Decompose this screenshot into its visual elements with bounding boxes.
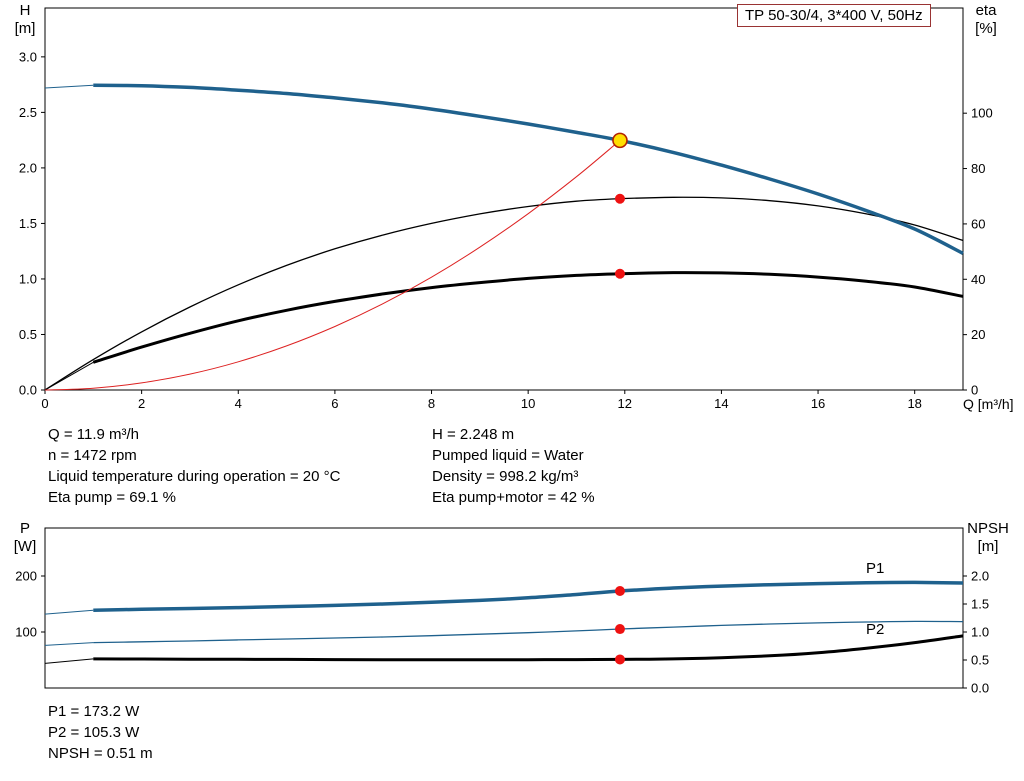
left-tick-label: 3.0 <box>19 49 37 64</box>
curve-eta-pump <box>44 196 964 391</box>
left-tick-label: 0.0 <box>19 383 37 398</box>
curve-head-curve-lead <box>44 84 94 89</box>
curve-eta-pump-motor <box>92 271 964 364</box>
x-tick-label: 4 <box>235 396 242 411</box>
curve-p1-curve <box>93 580 964 612</box>
right-tick-label: 40 <box>971 272 985 287</box>
npsh-axis-unit: NPSH [m] <box>960 520 1016 556</box>
left-tick-label: 200 <box>15 568 37 583</box>
npsh-axis-unit-bracket: [m] <box>977 538 999 555</box>
right-tick-label: 0.5 <box>971 652 989 667</box>
left-tick-label: 0.5 <box>19 327 37 342</box>
x-tick-label: 12 <box>618 396 632 411</box>
duty-point-eta-pump-motor[interactable] <box>614 268 625 279</box>
curve-npsh-lead <box>44 658 94 664</box>
p-axis-unit-bracket: [W] <box>13 538 37 555</box>
plot-frame <box>44 527 964 689</box>
curve-eta-pump-motor-lead <box>44 361 94 391</box>
duty-info-eta-total: Eta pump+motor = 42 % <box>432 489 595 506</box>
right-tick-label: 100 <box>971 106 993 121</box>
left-tick-label: 2.5 <box>19 105 37 120</box>
power-npsh-chart[interactable]: 100 200 0.0 0.5 1.0 1.5 2.0 P1 P2 <box>0 520 1024 700</box>
q-axis-label: Q [m³/h] <box>963 396 1014 412</box>
plot-frame <box>44 7 964 391</box>
left-tick-label: 100 <box>15 624 37 639</box>
power-info-p1: P1 = 173.2 W <box>48 703 140 720</box>
power-info-block: P1 = 173.2 W P2 = 105.3 W NPSH = 0.51 m <box>48 701 153 764</box>
duty-info-density: Density = 998.2 kg/m³ <box>432 468 579 485</box>
duty-info-head: H = 2.248 m <box>432 426 515 443</box>
x-tick-label: 18 <box>907 396 921 411</box>
curve-label-P2: P2 <box>866 621 884 638</box>
hq-eta-chart[interactable]: 0 2 4 6 8 10 12 14 16 18 0.0 0.5 1.0 1.5 2.0 2.5 3.0 0 20 4… <box>0 0 1024 418</box>
right-tick-label: 0 <box>971 383 978 398</box>
p-axis-unit: P [W] <box>6 520 44 556</box>
curve-p2-curve <box>93 620 964 644</box>
h-axis-unit: H [m] <box>6 2 44 38</box>
right-tick-label: 1.0 <box>971 624 989 639</box>
h-axis-unit-symbol: H <box>19 2 31 19</box>
x-tick-label: 0 <box>41 396 48 411</box>
x-tick-label: 2 <box>138 396 145 411</box>
npsh-axis-unit-symbol: NPSH <box>967 520 1009 537</box>
power-info-npsh: NPSH = 0.51 m <box>48 745 153 762</box>
curve-head-curve <box>93 83 964 255</box>
duty-info-q: Q = 11.9 m³/h <box>48 426 140 443</box>
duty-point-eta-pump[interactable] <box>614 193 625 204</box>
left-tick-label: 1.0 <box>19 271 37 286</box>
left-tick-label: 1.5 <box>19 216 37 231</box>
curve-p2-lead <box>44 642 94 646</box>
duty-point-p1[interactable] <box>614 586 625 597</box>
eta-axis-unit: eta [%] <box>964 2 1008 38</box>
power-info-p2: P2 = 105.3 W <box>48 724 140 741</box>
x-tick-label: 6 <box>331 396 338 411</box>
x-tick-label: 14 <box>714 396 728 411</box>
duty-point-p2[interactable] <box>614 624 625 635</box>
curve-p1-lead <box>44 609 94 615</box>
right-tick-label: 60 <box>971 216 985 231</box>
h-axis-unit-bracket: [m] <box>14 20 36 37</box>
duty-point-npsh[interactable] <box>614 654 625 665</box>
duty-info-eta-pump: Eta pump = 69.1 % <box>48 489 176 506</box>
right-tick-label: 20 <box>971 327 985 342</box>
x-tick-label: 10 <box>521 396 535 411</box>
curve-system-curve <box>44 140 621 391</box>
right-tick-label: 80 <box>971 161 985 176</box>
duty-info-right-column: H = 2.248 m Pumped liquid = Water Densit… <box>432 424 595 508</box>
right-tick-label: 2.0 <box>971 568 989 583</box>
x-tick-label: 8 <box>428 396 435 411</box>
eta-axis-unit-bracket: [%] <box>975 20 997 37</box>
duty-info-left-column: Q = 11.9 m³/h n = 1472 rpm Liquid temper… <box>48 424 340 508</box>
curve-npsh-curve <box>93 634 964 662</box>
duty-info-liquid: Pumped liquid = Water <box>432 447 584 464</box>
curve-label-P1: P1 <box>866 560 884 577</box>
x-tick-label: 16 <box>811 396 825 411</box>
right-tick-label: 0.0 <box>971 681 989 696</box>
duty-info-temperature: Liquid temperature during operation = 20… <box>48 468 341 485</box>
duty-point-head[interactable] <box>612 132 628 149</box>
p-axis-unit-symbol: P <box>19 520 30 537</box>
left-tick-label: 2.0 <box>19 160 37 175</box>
duty-info-speed: n = 1472 rpm <box>48 447 137 464</box>
right-tick-label: 1.5 <box>971 596 989 611</box>
pump-title-box: TP 50-30/4, 3*400 V, 50Hz <box>737 4 931 27</box>
eta-axis-unit-symbol: eta <box>975 2 997 19</box>
